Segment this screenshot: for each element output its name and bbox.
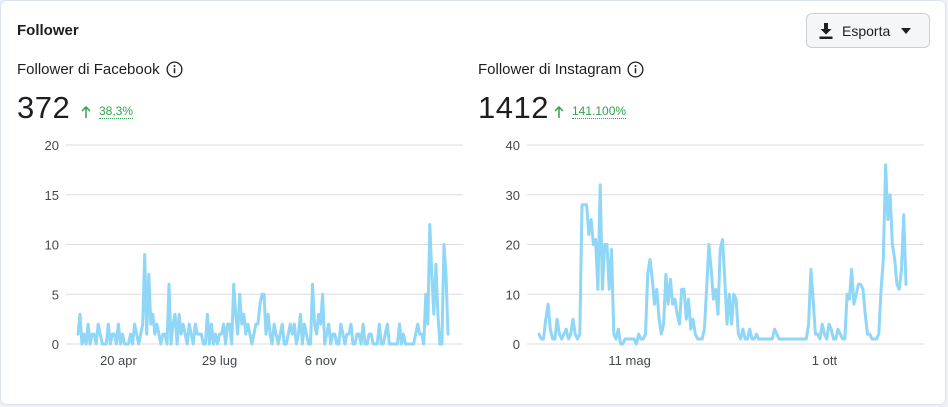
facebook-growth-percent: 38,3% <box>99 104 134 119</box>
instagram-title-text: Follower di Instagram <box>478 61 622 78</box>
y-tick-label: 40 <box>506 138 520 153</box>
export-label: Esporta <box>842 22 891 39</box>
y-tick-label: 20 <box>45 138 59 153</box>
x-tick-label: 29 lug <box>202 353 237 368</box>
instagram-follower-chart: 0 10 20 30 40 11 mag 1 ott <box>506 138 924 368</box>
facebook-follower-chart: 0 5 10 15 20 20 apr 29 lug 6 nov <box>45 138 463 368</box>
info-icon[interactable] <box>627 61 644 78</box>
y-tick-label: 10 <box>45 238 59 253</box>
x-tick-label: 1 ott <box>812 353 838 368</box>
series-line <box>537 163 908 346</box>
instagram-growth-percent: 141.100% <box>572 104 627 119</box>
instagram-follower-count: 1412 <box>478 90 549 125</box>
facebook-title-text: Follower di Facebook <box>17 61 160 78</box>
x-tick-label: 6 nov <box>305 353 337 368</box>
caret-down-icon <box>901 27 912 34</box>
arrow-up-icon <box>81 106 91 118</box>
x-tick-label: 20 apr <box>100 353 138 368</box>
facebook-follower-count: 372 <box>17 90 71 125</box>
info-icon[interactable] <box>166 61 183 78</box>
y-tick-label: 30 <box>506 188 520 203</box>
facebook-growth: 38,3% <box>81 104 134 119</box>
export-button[interactable]: Esporta <box>806 13 930 48</box>
y-tick-label: 10 <box>506 287 520 302</box>
download-icon <box>819 22 833 39</box>
series-line <box>76 223 450 346</box>
card-title: Follower <box>17 22 79 39</box>
arrow-up-icon <box>554 106 564 118</box>
x-tick-label: 11 mag <box>608 353 650 368</box>
y-tick-label: 0 <box>513 337 520 352</box>
instagram-growth: 141.100% <box>554 104 627 119</box>
instagram-panel-title: Follower di Instagram <box>478 61 644 78</box>
y-tick-label: 5 <box>52 287 59 302</box>
facebook-panel-title: Follower di Facebook <box>17 61 183 78</box>
instagram-followers-panel: Follower di Instagram 1412 141.100% 0 10 2… <box>478 1 938 406</box>
y-tick-label: 0 <box>52 337 59 352</box>
y-tick-label: 20 <box>506 238 520 253</box>
facebook-followers-panel: Follower di Facebook 372 38,3% 0 5 10 15 20 2… <box>17 1 477 406</box>
y-tick-label: 15 <box>45 188 59 203</box>
